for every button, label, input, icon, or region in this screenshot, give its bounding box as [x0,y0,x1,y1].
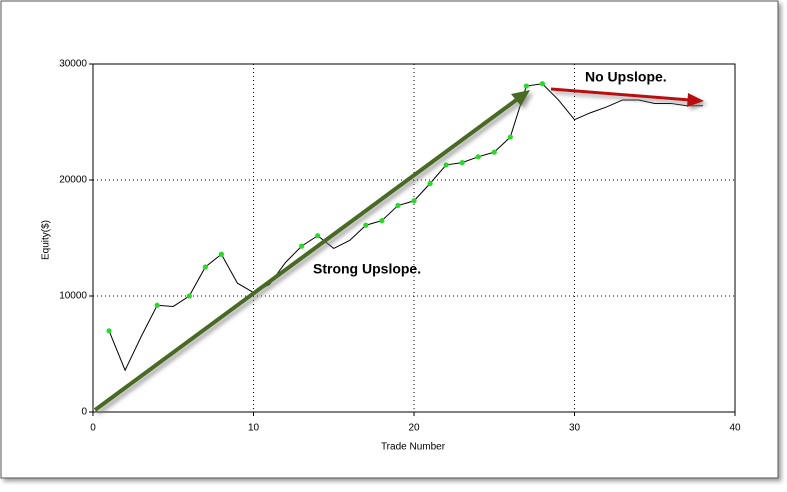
marker [539,81,546,87]
marker [154,302,160,308]
marker [459,160,465,166]
equity-line [108,83,703,372]
marker [475,154,481,160]
marker [443,162,449,168]
flat-arrow [550,87,704,107]
marker [186,293,192,299]
frame [0,0,779,479]
marker [202,264,208,270]
x-tick-label: 30 [569,423,581,434]
x-tick-label: 0 [90,423,96,434]
marker [523,83,529,89]
upslope-arrow [93,90,530,412]
y-tick-label: 0 [81,407,87,418]
y-tick-label: 10000 [59,291,87,302]
marker [395,202,401,209]
plot-area: 0 10 20 30 40 0 10000 20000 30000 [59,59,741,434]
marker [507,134,513,140]
marker [427,180,433,187]
x-tick-label: 10 [248,423,260,434]
marker [379,218,385,224]
x-tick-label: 20 [408,423,420,434]
marker [106,328,112,334]
marker [218,251,224,257]
marker [299,243,305,249]
y-axis-label: Equity($) [41,220,52,260]
y-tick-label: 20000 [59,175,87,186]
y-tick-label: 30000 [59,59,87,70]
x-axis-label: Trade Number [381,442,446,453]
marker [491,149,497,155]
marker [411,198,417,204]
x-tick-label: 40 [729,423,741,434]
marker [315,233,321,239]
marker [363,222,369,228]
annotation: Strong Upslope. [313,261,421,277]
annotation: No Upslope. [585,69,667,85]
